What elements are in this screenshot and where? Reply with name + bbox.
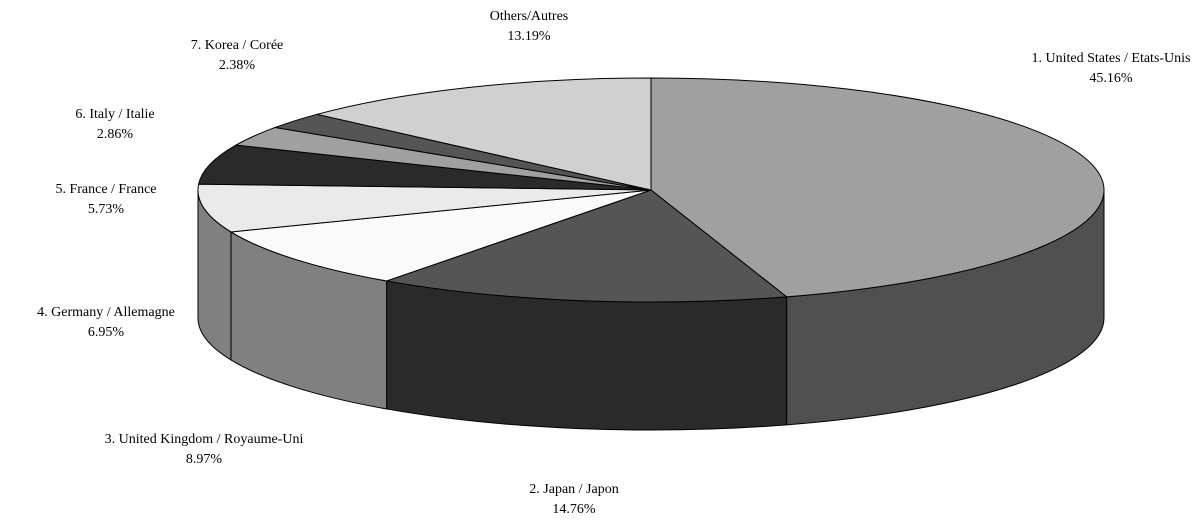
slice-label-1: 1. United States / Etats-Unis (1031, 51, 1190, 66)
slice-value-3: 8.97% (186, 452, 223, 467)
pie-labels: 1. United States / Etats-Unis 45.16% 2. Ja… (37, 9, 1190, 517)
slice-value-8: 13.19% (507, 29, 551, 44)
slice-label-7: 7. Korea / Corée (191, 38, 284, 53)
slice-label-3: 3. United Kingdom / Royaume-Uni (105, 432, 304, 447)
slice-value-5: 5.73% (88, 202, 125, 217)
slice-value-4: 6.95% (88, 325, 125, 340)
pie-slice-8 (316, 77, 652, 191)
pie-slice-4 (197, 183, 652, 233)
slice-label-4: 4. Germany / Allemagne (37, 305, 175, 320)
pie-tops (197, 77, 1105, 303)
pie-side-2 (386, 280, 788, 431)
pie-slice-2 (384, 189, 788, 303)
slice-value-2: 14.76% (552, 502, 596, 517)
pie-slice-5 (198, 144, 652, 191)
pie-slice-3 (229, 189, 652, 282)
slice-label-6: 6. Italy / Italie (75, 107, 154, 122)
slice-value-1: 45.16% (1089, 71, 1133, 86)
pie-slice-1 (650, 77, 1105, 298)
slice-label-5: 5. France / France (55, 182, 156, 197)
pie-sides (197, 189, 1105, 431)
slice-label-8: Others/Autres (490, 9, 569, 24)
slice-value-6: 2.86% (97, 127, 134, 142)
slice-value-7: 2.38% (219, 58, 256, 73)
slice-label-2: 2. Japan / Japon (529, 482, 618, 497)
